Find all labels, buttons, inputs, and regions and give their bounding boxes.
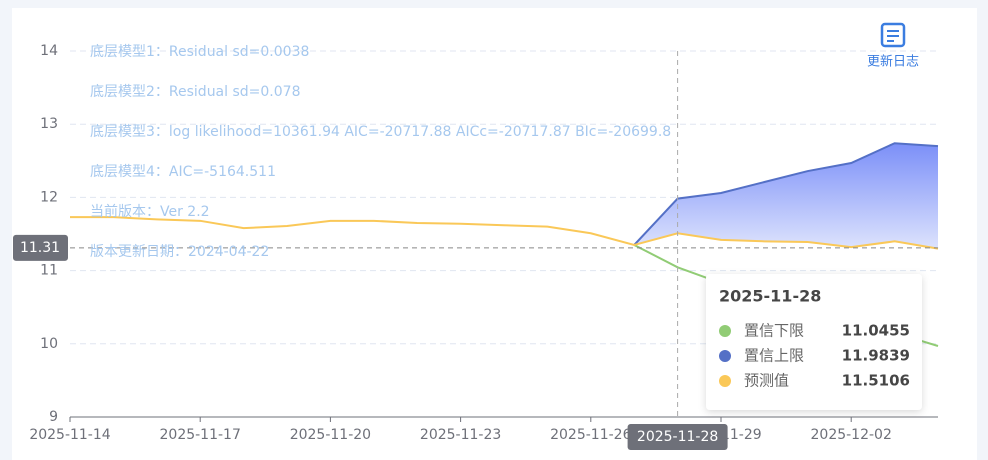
x-tick-label: 2025-11-23	[420, 427, 501, 443]
y-tick-label: 10	[40, 336, 58, 352]
tooltip-marker	[719, 375, 731, 387]
tooltip-marker	[719, 325, 731, 337]
tooltip-series-name: 预测值	[744, 372, 789, 390]
annotation: 底层模型4：AIC=-5164.511	[90, 164, 276, 180]
tooltip-box	[706, 274, 922, 410]
series-line	[633, 142, 939, 246]
tooltip-marker	[719, 350, 731, 362]
x-tick-label: 2025-12-02	[811, 427, 892, 443]
y-tick-label: 14	[40, 43, 58, 59]
tooltip-value: 11.9839	[842, 347, 910, 365]
x-pointer-label: 2025-11-28	[637, 429, 718, 445]
x-tick-label: 2025-11-26	[550, 427, 631, 443]
tooltip-series-name: 置信下限	[744, 322, 804, 340]
tooltip-series-name: 置信上限	[744, 347, 804, 365]
y-tick-label: 11	[40, 263, 58, 279]
annotation: 底层模型3：log likelihood=10361.94 AIC=-20717…	[90, 124, 671, 140]
x-tick-label: 2025-11-17	[160, 427, 241, 443]
x-tick-label: 2025-11-14	[29, 427, 110, 443]
y-tick-label: 12	[40, 189, 58, 205]
annotation: 底层模型1：Residual sd=0.0038	[90, 44, 309, 60]
tooltip-title: 2025-11-28	[719, 287, 821, 306]
annotation: 版本更新日期：2024-04-22	[90, 244, 269, 260]
x-pointer-label-bg	[627, 424, 728, 450]
y-pointer-label: 11.31	[20, 240, 60, 256]
series-line	[70, 216, 939, 250]
button-icon	[880, 22, 906, 48]
y-tick-label: 13	[40, 116, 58, 132]
tooltip: 2025-11-28 置信下限 11.0455 置信上限 11.9839 预测值 11.51…	[706, 274, 922, 410]
button-label[interactable]: 更新日志	[867, 54, 919, 70]
tooltip-value: 11.5106	[842, 372, 910, 390]
x-tick-label: 2025-11-20	[290, 427, 371, 443]
annotation: 当前版本：Ver 2.2	[90, 203, 210, 220]
confidence-area	[634, 143, 938, 249]
update-log-button[interactable]: 更新日志	[867, 22, 919, 70]
tooltip-value: 11.0455	[842, 322, 910, 340]
y-tick-label: 9	[49, 409, 58, 425]
y-pointer-label-bg	[13, 234, 68, 261]
annotation: 底层模型2：Residual sd=0.078	[90, 84, 300, 100]
